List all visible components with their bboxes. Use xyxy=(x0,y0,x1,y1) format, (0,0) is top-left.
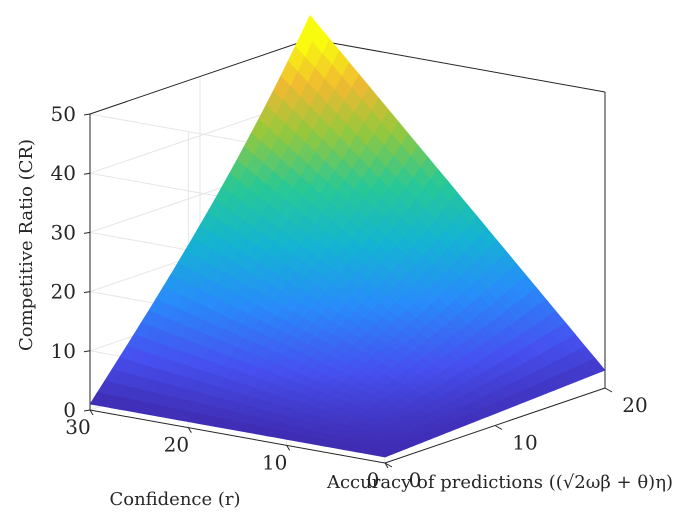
z-tick-mark xyxy=(83,409,91,412)
z-axis-label: Competitive Ratio (CR) xyxy=(16,139,37,351)
x-tick-label: 0 xyxy=(409,468,422,492)
x-tick-label: 10 xyxy=(512,431,537,455)
z-tick-label: 10 xyxy=(51,339,76,363)
x-tick-mark xyxy=(494,425,503,430)
z-tick-label: 40 xyxy=(51,161,76,185)
z-tick-mark xyxy=(83,172,91,175)
z-tick-mark xyxy=(83,113,91,116)
y-tick-mark xyxy=(187,427,192,433)
y-axis-label: Confidence (r) xyxy=(109,489,240,510)
y-tick-label: 0 xyxy=(367,468,380,492)
x-tick-mark xyxy=(384,462,393,468)
x-axis-label: Accuracy of predictions ((√2ωβ + θ)η) xyxy=(326,472,673,493)
surface-mesh xyxy=(89,14,606,458)
z-tick-label: 50 xyxy=(51,102,76,126)
y-tick-mark xyxy=(286,445,291,451)
x-tick-mark xyxy=(604,387,613,393)
z-tick-mark xyxy=(83,291,91,294)
axes-box-edge xyxy=(309,38,606,93)
z-tick-label: 0 xyxy=(63,398,76,422)
axes-box xyxy=(89,38,606,464)
y-tick-mark xyxy=(89,409,94,416)
z-tick-mark xyxy=(83,350,91,353)
y-tick-label: 30 xyxy=(65,415,90,439)
y-tick-label: 10 xyxy=(262,450,287,474)
y-tick-label: 20 xyxy=(164,433,189,457)
z-tick-mark xyxy=(83,231,91,234)
axes-box-edge xyxy=(89,409,386,464)
axes-box-edge xyxy=(89,38,311,115)
surface-patch xyxy=(374,451,394,458)
x-tick-label: 20 xyxy=(622,393,647,417)
z-tick-label: 20 xyxy=(51,280,76,304)
z-tick-label: 30 xyxy=(51,220,76,244)
